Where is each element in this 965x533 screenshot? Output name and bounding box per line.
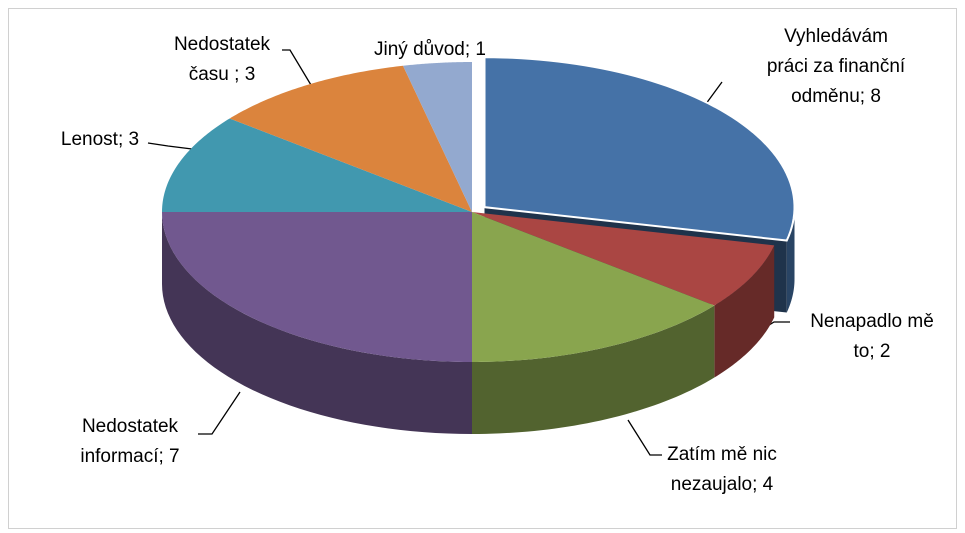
data-label: Nedostatek [82,416,179,437]
pie-slice [162,212,472,362]
pie-slice [483,56,796,242]
data-label: Nenapadlo mě [810,311,934,332]
data-label: práci za finanční [767,56,906,77]
data-label: odměnu; 8 [791,86,881,107]
data-label: nezaujalo; 4 [671,474,774,495]
pie-slice [229,65,472,213]
pie-slice [403,62,472,212]
data-label: Nedostatek [174,34,271,55]
leader-line [147,142,201,151]
leader-line [198,391,241,435]
pie [162,56,796,434]
slice-side [162,212,472,434]
data-label: Lenost; 3 [61,129,139,150]
data-label: to; 2 [854,341,891,362]
data-label: času ; 3 [189,64,256,85]
slice-side [472,305,715,434]
data-labels: Vyhledávám práci za finanční odměnu; 8 Nena… [61,26,934,495]
data-label: Zatím mě nic [667,444,777,465]
data-label: Jiný důvod; 1 [374,39,486,60]
pie-slice [162,118,472,212]
data-label: Vyhledávám [784,26,888,47]
pie-slice [472,212,775,306]
data-label: informací; 7 [80,446,179,467]
slice-side [714,245,775,378]
pie-slice [472,212,715,362]
slice-side [786,207,795,313]
leader-line [282,49,321,101]
leader-line [627,419,662,456]
